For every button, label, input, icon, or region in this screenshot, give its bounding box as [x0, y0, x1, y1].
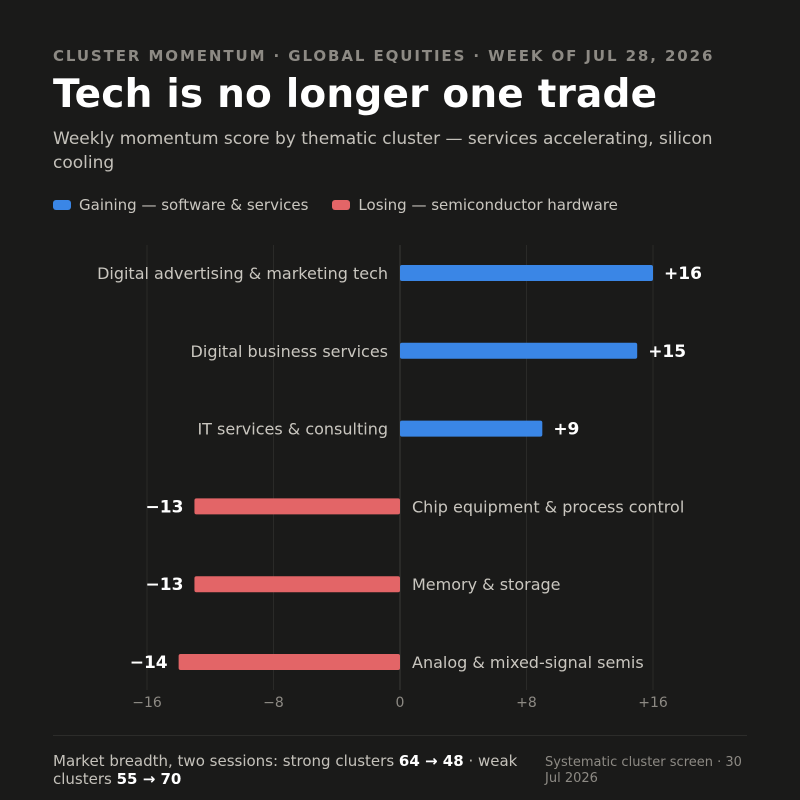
footer-breadth: Market breadth, two sessions: strong clu… [53, 752, 523, 788]
category-label: Chip equipment & process control [412, 497, 684, 516]
eyebrow: CLUSTER MOMENTUM · GLOBAL EQUITIES · WEE… [53, 47, 715, 65]
bar [400, 420, 543, 437]
breadth-prefix: Market breadth, two sessions: strong clu… [53, 752, 399, 770]
category-label: Digital business services [191, 342, 388, 361]
footer-divider [53, 735, 747, 736]
bar [194, 498, 400, 515]
legend-item-gaining: Gaining — software & services [53, 196, 308, 214]
data-label: −13 [146, 497, 184, 517]
chart-subtitle: Weekly momentum score by thematic cluste… [53, 129, 713, 173]
category-label: Analog & mixed-signal semis [412, 653, 644, 672]
data-label: −13 [146, 575, 184, 595]
weak-change: 55 → 70 [116, 770, 182, 788]
x-tick-label: −8 [263, 695, 284, 711]
x-tick-label: +16 [638, 695, 668, 711]
chart-title: Tech is no longer one trade [53, 72, 658, 117]
legend-swatch-gaining [53, 200, 71, 210]
data-label: +16 [664, 264, 702, 284]
bar [178, 654, 400, 670]
legend: Gaining — software & services Losing — s… [53, 196, 642, 214]
category-label: IT services & consulting [197, 420, 388, 439]
category-label: Digital advertising & marketing tech [97, 264, 388, 283]
bar [194, 576, 400, 593]
breadth-mid: · weak clusters [53, 752, 518, 788]
bar [400, 265, 653, 281]
legend-item-losing: Losing — semiconductor hardware [332, 196, 618, 214]
strong-change: 64 → 48 [398, 752, 464, 770]
x-tick-label: +8 [516, 695, 537, 711]
data-label: +15 [648, 342, 686, 362]
category-label: Memory & storage [412, 575, 561, 594]
data-label: −14 [130, 653, 168, 673]
legend-label-gaining: Gaining — software & services [79, 196, 309, 214]
data-label: +9 [553, 420, 579, 440]
bar-chart: −16 −8 0 +8 +16 Digital advertising & marketi… [97, 245, 702, 711]
bar [400, 342, 638, 359]
x-tick-label: −16 [132, 695, 162, 711]
x-tick-label: 0 [396, 695, 405, 711]
legend-label-losing: Losing — semiconductor hardware [358, 196, 618, 214]
legend-swatch-losing [332, 200, 351, 210]
footer-source: Systematic cluster screen · 30 Jul 2026 [545, 755, 742, 786]
